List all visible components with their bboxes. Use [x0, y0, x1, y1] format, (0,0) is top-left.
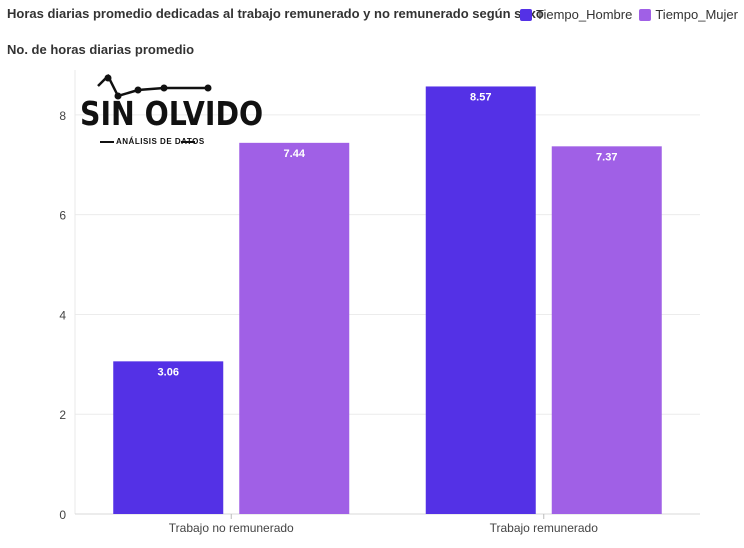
watermark-logo: SIN OLVIDO ANÁLISIS DE DATOS: [80, 74, 263, 160]
bar-data-label: 8.57: [470, 91, 491, 103]
legend-item-hombre[interactable]: Tiempo_Hombre: [520, 7, 632, 22]
logo-wordmark: SIN OLVIDO: [80, 94, 264, 133]
y-axis-label: No. de horas diarias promedio: [7, 42, 195, 57]
bar-data-label: 3.06: [158, 366, 179, 378]
legend-swatch-hombre: [520, 8, 532, 21]
logo-rule-right: [181, 141, 195, 143]
legend-item-mujer[interactable]: Tiempo_Mujer: [639, 7, 738, 22]
bar-data-label: 7.44: [284, 148, 306, 160]
y-tick-label: 2: [59, 408, 66, 422]
logo-rule-left: [100, 141, 114, 143]
logo-line-graphic: [97, 74, 212, 100]
bar-tiempo_hombre: [113, 361, 224, 514]
y-tick-label: 0: [59, 508, 66, 522]
x-tick-label: Trabajo remunerado: [490, 521, 599, 535]
bar-tiempo_mujer: [239, 142, 350, 515]
y-tick-label: 8: [59, 109, 66, 123]
chart-title: Horas diarias promedio dedicadas al trab…: [7, 6, 544, 21]
y-tick-label: 4: [59, 308, 66, 322]
legend-label-mujer: Tiempo_Mujer: [655, 7, 738, 22]
bar-tiempo_hombre: [425, 86, 536, 514]
bar-tiempo_mujer: [551, 146, 662, 514]
y-tick-label: 6: [59, 209, 66, 223]
bar-data-label: 7.37: [596, 151, 617, 163]
legend: Tiempo_Hombre Tiempo_Mujer: [520, 7, 744, 22]
x-tick-label: Trabajo no remunerado: [169, 521, 294, 535]
legend-label-hombre: Tiempo_Hombre: [536, 7, 633, 22]
legend-swatch-mujer: [639, 8, 652, 21]
logo-subtitle: ANÁLISIS DE DATOS: [116, 137, 205, 146]
